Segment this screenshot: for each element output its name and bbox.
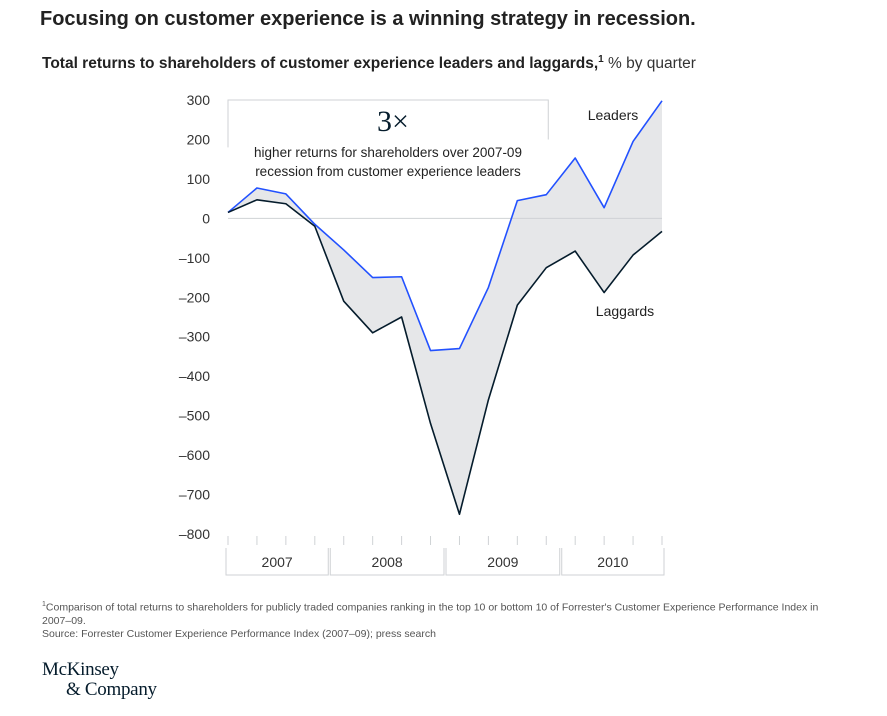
series-label-laggards: Laggards	[596, 303, 654, 319]
year-bracket	[329, 548, 445, 576]
footnotes: 1Comparison of total returns to sharehol…	[42, 598, 842, 641]
x-axis: 2007 2008 2009 2010	[225, 536, 665, 576]
subtitle-footnote-marker: 1	[598, 54, 604, 65]
year-bracket	[225, 548, 329, 576]
y-tick-label: –500	[179, 408, 210, 424]
y-tick-label: –400	[179, 368, 210, 384]
y-tick-label: 300	[187, 92, 211, 108]
y-tick-label: –800	[179, 526, 210, 542]
logo-line-2: & Company	[66, 679, 157, 700]
callout-multiplier: 3×	[377, 105, 409, 138]
x-year-label: 2009	[487, 554, 518, 570]
callout-box: 3× higher returns for shareholders over …	[227, 99, 549, 179]
callout-text-line-2: recession from customer experience leade…	[255, 164, 521, 179]
logo-line-1: McKinsey	[42, 659, 119, 680]
y-tick-label: –100	[179, 250, 210, 266]
series-line-laggards	[227, 199, 663, 516]
line-chart: 300 200 100 0 –100 –200 –300 –400 –500 –600 –700 –8…	[179, 92, 665, 576]
footnote-text: Comparison of total returns to sharehold…	[42, 601, 819, 627]
y-tick-label: 0	[202, 210, 210, 226]
y-tick-label: –700	[179, 487, 210, 503]
series-label-leaders: Leaders	[588, 107, 639, 123]
footnote-1: 1Comparison of total returns to sharehol…	[42, 598, 842, 628]
x-year-label: 2008	[372, 554, 403, 570]
footnote-marker: 1	[42, 601, 46, 608]
source-note: Source: Forrester Customer Experience Pe…	[42, 627, 436, 640]
year-bracket	[561, 548, 665, 576]
y-tick-label: –200	[179, 289, 210, 305]
series-line-leaders	[227, 100, 663, 352]
y-tick-label: –300	[179, 329, 210, 345]
mckinsey-logo: McKinsey & Company	[42, 660, 157, 700]
callout-text-line-1: higher returns for shareholders over 200…	[254, 145, 522, 160]
series-group	[227, 100, 663, 516]
y-tick-label: –600	[179, 447, 210, 463]
x-year-label: 2007	[262, 554, 293, 570]
y-axis: 300 200 100 0 –100 –200 –300 –400 –500 –600 –700 –8…	[179, 92, 210, 542]
callout-bracket	[227, 99, 549, 148]
y-tick-label: 200	[187, 131, 211, 147]
year-bracket	[445, 548, 561, 576]
x-year-label: 2010	[597, 554, 628, 570]
chart-headline: Focusing on customer experience is a win…	[40, 8, 696, 30]
chart-subtitle: Total returns to shareholders of custome…	[42, 54, 696, 73]
subtitle-unit: % by quarter	[603, 55, 696, 73]
gap-fill-area	[228, 100, 662, 515]
subtitle-main: Total returns to shareholders of custome…	[42, 55, 599, 73]
y-tick-label: 100	[187, 171, 211, 187]
